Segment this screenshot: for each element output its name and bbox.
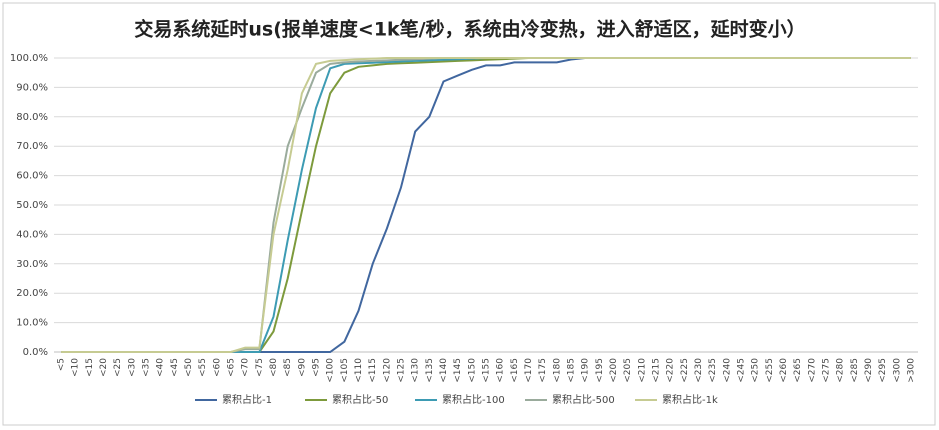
y-tick-label: 10.0% — [16, 318, 48, 329]
x-tick-label: <255 — [765, 358, 775, 383]
x-tick-label: <60 — [212, 358, 222, 377]
x-tick-label: <20 — [99, 358, 109, 377]
legend-label: 累积占比-1 — [222, 393, 272, 406]
x-tick-label: <180 — [552, 358, 562, 383]
y-tick-label: 0.0% — [23, 347, 48, 358]
y-tick-label: 60.0% — [16, 171, 48, 182]
x-tick-label: <50 — [184, 358, 194, 377]
x-tick-label: <125 — [397, 358, 407, 383]
x-tick-label: <195 — [595, 358, 605, 383]
y-tick-label: 50.0% — [16, 200, 48, 211]
series-line — [61, 57, 911, 353]
x-tick-label: <15 — [85, 358, 95, 377]
x-tick-label: <280 — [836, 358, 846, 383]
x-tick-label: <300 — [892, 358, 902, 383]
y-tick-label: 100.0% — [10, 53, 48, 64]
x-tick-label: <110 — [354, 358, 364, 383]
y-tick-label: 90.0% — [16, 82, 48, 93]
x-tick-label: <105 — [340, 358, 350, 383]
legend-label: 累积占比-500 — [552, 393, 615, 406]
legend-label: 累积占比-50 — [332, 393, 388, 406]
x-tick-label: <85 — [283, 358, 293, 377]
x-tick-label: <270 — [807, 358, 817, 383]
x-tick-label: <155 — [482, 358, 492, 383]
x-tick-label: <295 — [878, 358, 888, 383]
x-tick-label: <40 — [156, 358, 166, 377]
x-tick-label: <210 — [637, 358, 647, 383]
x-tick-label: <70 — [241, 358, 251, 377]
x-tick-label: <165 — [510, 358, 520, 383]
x-tick-label: <130 — [411, 358, 421, 383]
legend-label: 累积占比-1k — [662, 393, 718, 406]
x-tick-label: <265 — [793, 358, 803, 383]
x-tick-label: <160 — [496, 358, 506, 383]
x-tick-label: <75 — [255, 358, 265, 377]
x-tick-label: >300 — [906, 358, 916, 383]
x-tick-label: <115 — [368, 358, 378, 383]
x-tick-label: <100 — [326, 358, 336, 383]
x-tick-label: <230 — [694, 358, 704, 383]
x-tick-label: <35 — [142, 358, 152, 377]
y-tick-label: 40.0% — [16, 229, 48, 240]
x-tick-label: <25 — [113, 358, 123, 377]
x-tick-label: <145 — [453, 358, 463, 383]
x-tick-label: <275 — [821, 358, 831, 383]
x-tick-label: <120 — [382, 358, 392, 383]
x-tick-label: <260 — [779, 358, 789, 383]
x-tick-label: <285 — [850, 358, 860, 383]
y-tick-label: 80.0% — [16, 112, 48, 123]
x-tick-label: <190 — [581, 358, 591, 383]
x-tick-label: <185 — [566, 358, 576, 383]
x-tick-label: <90 — [297, 358, 307, 377]
x-tick-label: <80 — [269, 358, 279, 377]
x-tick-label: <135 — [425, 358, 435, 383]
x-tick-label: <45 — [170, 358, 180, 377]
x-tick-label: <5 — [57, 358, 67, 371]
x-tick-label: <170 — [524, 358, 534, 383]
x-tick-label: <10 — [71, 358, 81, 377]
x-tick-label: <235 — [708, 358, 718, 383]
x-tick-label: <205 — [623, 358, 633, 383]
x-tick-label: <30 — [127, 358, 137, 377]
x-tick-label: <240 — [722, 358, 732, 383]
legend-label: 累积占比-100 — [442, 393, 505, 406]
x-tick-label: <175 — [538, 358, 548, 383]
y-tick-label: 30.0% — [16, 259, 48, 270]
x-tick-label: <140 — [439, 358, 449, 383]
x-tick-label: <250 — [751, 358, 761, 383]
x-tick-label: <200 — [609, 358, 619, 383]
y-tick-label: 20.0% — [16, 288, 48, 299]
x-tick-label: <215 — [651, 358, 661, 383]
y-tick-label: 70.0% — [16, 141, 48, 152]
x-tick-label: <225 — [680, 358, 690, 383]
x-tick-label: <245 — [736, 358, 746, 383]
x-tick-label: <150 — [467, 358, 477, 383]
x-tick-label: <220 — [666, 358, 676, 383]
x-tick-label: <95 — [312, 358, 322, 377]
x-tick-label: <65 — [227, 358, 237, 377]
x-tick-label: <290 — [864, 358, 874, 383]
x-tick-label: <55 — [198, 358, 208, 377]
chart-title: 交易系统延时us(报单速度<1k笔/秒，系统由冷变热，进入舒适区，延时变小） — [134, 18, 805, 41]
